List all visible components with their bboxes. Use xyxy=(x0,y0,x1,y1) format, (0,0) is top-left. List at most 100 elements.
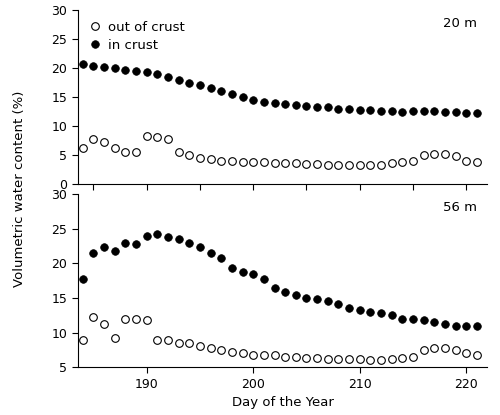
in crust xyxy=(463,323,469,328)
in crust xyxy=(293,102,299,107)
out of crust xyxy=(272,160,278,165)
out of crust xyxy=(133,316,139,321)
out of crust xyxy=(368,163,374,168)
in crust xyxy=(144,233,150,238)
out of crust xyxy=(218,347,224,352)
out of crust xyxy=(90,315,96,320)
in crust xyxy=(165,74,171,79)
out of crust xyxy=(442,151,448,156)
Line: in crust: in crust xyxy=(79,60,480,117)
in crust xyxy=(400,110,406,115)
out of crust xyxy=(240,351,246,356)
out of crust xyxy=(112,336,118,341)
in crust xyxy=(388,312,394,317)
out of crust xyxy=(186,341,192,346)
in crust xyxy=(336,301,342,306)
in crust xyxy=(90,63,96,68)
in crust xyxy=(165,234,171,239)
out of crust xyxy=(261,352,267,357)
out of crust xyxy=(325,356,331,361)
in crust xyxy=(112,248,118,253)
out of crust xyxy=(282,354,288,359)
in crust xyxy=(378,108,384,113)
in crust xyxy=(208,86,214,91)
in crust xyxy=(197,245,203,250)
out of crust xyxy=(304,161,310,166)
in crust xyxy=(154,71,160,76)
out of crust xyxy=(356,163,362,168)
out of crust xyxy=(452,154,458,159)
out of crust xyxy=(442,345,448,350)
X-axis label: Day of the Year: Day of the Year xyxy=(232,396,334,409)
out of crust xyxy=(356,356,362,361)
out of crust xyxy=(250,159,256,164)
out of crust xyxy=(154,337,160,342)
in crust xyxy=(304,295,310,300)
out of crust xyxy=(80,145,86,150)
out of crust xyxy=(378,358,384,363)
out of crust xyxy=(165,337,171,342)
in crust xyxy=(293,292,299,297)
in crust xyxy=(388,109,394,114)
out of crust xyxy=(240,159,246,164)
out of crust xyxy=(378,163,384,168)
Line: out of crust: out of crust xyxy=(79,132,480,169)
out of crust xyxy=(304,355,310,360)
in crust xyxy=(314,297,320,302)
out of crust xyxy=(186,152,192,157)
out of crust xyxy=(112,145,118,150)
in crust xyxy=(314,104,320,109)
in crust xyxy=(420,317,426,322)
Text: 56 m: 56 m xyxy=(444,201,477,214)
in crust xyxy=(154,232,160,237)
Legend: out of crust, in crust: out of crust, in crust xyxy=(84,17,188,56)
in crust xyxy=(101,64,107,69)
in crust xyxy=(325,105,331,110)
out of crust xyxy=(463,351,469,356)
out of crust xyxy=(314,356,320,361)
in crust xyxy=(420,108,426,113)
in crust xyxy=(229,92,235,97)
out of crust xyxy=(165,136,171,141)
in crust xyxy=(346,106,352,111)
out of crust xyxy=(133,149,139,154)
in crust xyxy=(378,311,384,316)
out of crust xyxy=(144,134,150,139)
in crust xyxy=(356,107,362,112)
in crust xyxy=(186,80,192,85)
out of crust xyxy=(432,151,438,156)
out of crust xyxy=(154,135,160,140)
in crust xyxy=(474,323,480,328)
out of crust xyxy=(80,337,86,342)
out of crust xyxy=(218,158,224,163)
in crust xyxy=(218,89,224,94)
in crust xyxy=(112,66,118,71)
in crust xyxy=(250,98,256,103)
out of crust xyxy=(208,345,214,350)
out of crust xyxy=(336,162,342,167)
in crust xyxy=(272,285,278,290)
out of crust xyxy=(463,158,469,163)
in crust xyxy=(240,269,246,274)
in crust xyxy=(229,266,235,271)
in crust xyxy=(432,109,438,114)
in crust xyxy=(122,240,128,245)
out of crust xyxy=(388,161,394,166)
in crust xyxy=(410,316,416,321)
out of crust xyxy=(346,162,352,167)
out of crust xyxy=(144,317,150,322)
in crust xyxy=(463,110,469,115)
in crust xyxy=(218,255,224,260)
in crust xyxy=(282,290,288,295)
in crust xyxy=(282,101,288,106)
in crust xyxy=(272,100,278,105)
out of crust xyxy=(400,356,406,361)
in crust xyxy=(80,61,86,66)
out of crust xyxy=(314,161,320,166)
out of crust xyxy=(197,155,203,160)
in crust xyxy=(122,67,128,72)
out of crust xyxy=(101,139,107,144)
out of crust xyxy=(101,322,107,327)
out of crust xyxy=(208,157,214,162)
out of crust xyxy=(293,354,299,359)
